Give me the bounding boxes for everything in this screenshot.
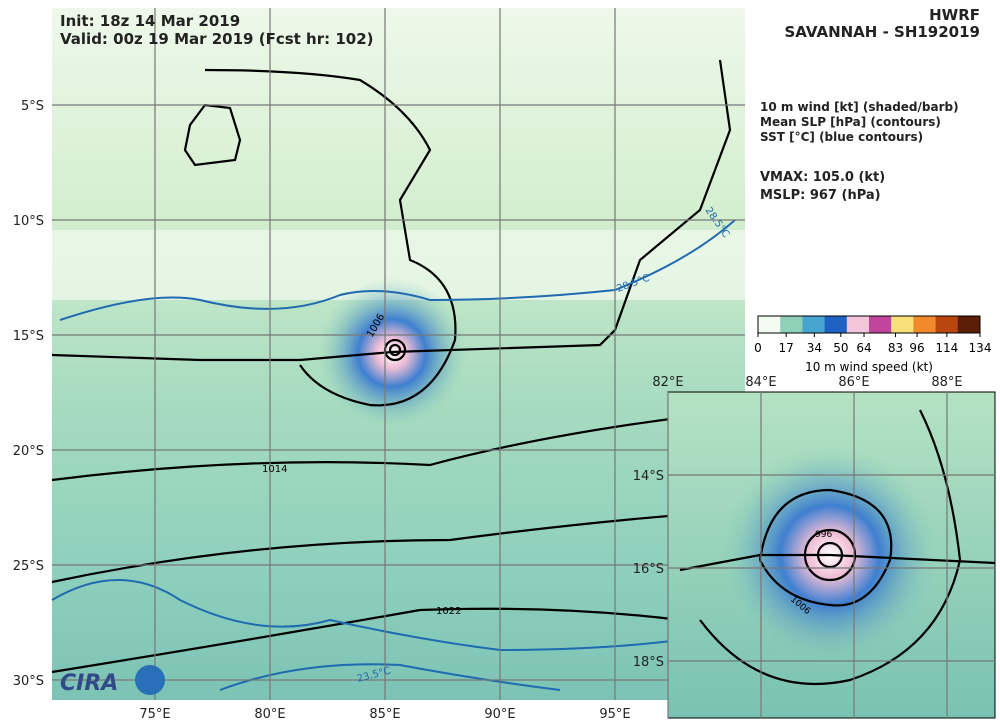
- colorbar-swatch: [824, 316, 848, 333]
- colorbar-tick-label: 34: [807, 341, 822, 355]
- lat-label: 30°S: [13, 674, 44, 689]
- model-text: HWRF: [929, 6, 980, 24]
- colorbar-swatch: [869, 316, 892, 333]
- lat-label: 10°S: [13, 214, 44, 229]
- lon-label: 90°E: [484, 707, 515, 722]
- lon-label: 82°E: [652, 375, 683, 390]
- lon-label: 84°E: [745, 375, 776, 390]
- lat-label: 14°S: [633, 469, 664, 484]
- contour-label: 1014: [262, 464, 287, 475]
- colorbar-tick-label: 114: [935, 341, 958, 355]
- colorbar-tick-label: 83: [888, 341, 903, 355]
- colorbar-tick-label: 17: [779, 341, 794, 355]
- slp-contour: [679, 553, 996, 572]
- colorbar-swatch: [758, 316, 781, 333]
- sst-contour: [51, 579, 681, 652]
- legend-line: 10 m wind [kt] (shaded/barb): [760, 100, 959, 114]
- colorbar-tick-label: 134: [969, 341, 992, 355]
- lon-label: 95°E: [599, 707, 630, 722]
- slp-contour: [758, 488, 893, 607]
- vmax-text: VMAX: 105.0 (kt): [760, 170, 885, 185]
- storm-text: SAVANNAH - SH192019: [784, 23, 980, 41]
- main-map: [51, 8, 746, 700]
- colorbar-swatch: [780, 316, 803, 333]
- colorbar-swatch: [935, 316, 959, 333]
- lat-label: 5°S: [21, 99, 44, 114]
- colorbar-swatch: [891, 316, 914, 333]
- slp-contour: [51, 508, 746, 584]
- colorbar-tick-label: 0: [754, 341, 762, 355]
- lon-label: 85°E: [369, 707, 400, 722]
- slp-contour: [803, 528, 857, 582]
- colorbar-swatch: [957, 316, 981, 333]
- legend-line: Mean SLP [hPa] (contours): [760, 115, 941, 129]
- slp-contour: [51, 59, 732, 362]
- lon-label: 75°E: [139, 707, 170, 722]
- logo: CIRA: [60, 671, 118, 696]
- slp-contour: [204, 68, 457, 407]
- colorbar-swatch: [846, 316, 870, 333]
- lat-label: 16°S: [633, 562, 664, 577]
- lat-label: 20°S: [13, 444, 44, 459]
- slp-contour: [51, 607, 681, 674]
- slp-contour: [699, 409, 962, 686]
- colorbar-swatch: [802, 316, 826, 333]
- valid-text: Valid: 00z 19 Mar 2019 (Fcst hr: 102): [60, 30, 374, 48]
- sst-contour: [59, 219, 736, 321]
- lat-label: 15°S: [13, 329, 44, 344]
- contour-label: 1022: [436, 606, 461, 617]
- lon-label: 88°E: [931, 375, 962, 390]
- logo-icon: [135, 665, 165, 695]
- colorbar-tick-label: 96: [909, 341, 924, 355]
- colorbar-tick-label: 50: [833, 341, 848, 355]
- slp-contour: [816, 541, 844, 569]
- colorbar-frame: [757, 315, 981, 334]
- lat-label: 25°S: [13, 559, 44, 574]
- slp-contour: [388, 343, 402, 357]
- colorbar-tick-label: 64: [856, 341, 871, 355]
- lon-label: 86°E: [838, 375, 869, 390]
- colorbar-swatch: [913, 316, 937, 333]
- lat-label: 18°S: [633, 655, 664, 670]
- contour-label: 996: [815, 530, 832, 540]
- header: Init: 18z 14 Mar 2019 Valid: 00z 19 Mar …: [60, 6, 980, 696]
- legend-line: SST [°C] (blue contours): [760, 130, 923, 144]
- init-text: Init: 18z 14 Mar 2019: [60, 12, 240, 30]
- colorbar-label: 10 m wind speed (kt): [805, 360, 933, 374]
- mslp-text: MSLP: 967 (hPa): [760, 188, 881, 203]
- slp-contour: [51, 408, 746, 482]
- lon-label: 80°E: [254, 707, 285, 722]
- inset-map: [667, 391, 996, 719]
